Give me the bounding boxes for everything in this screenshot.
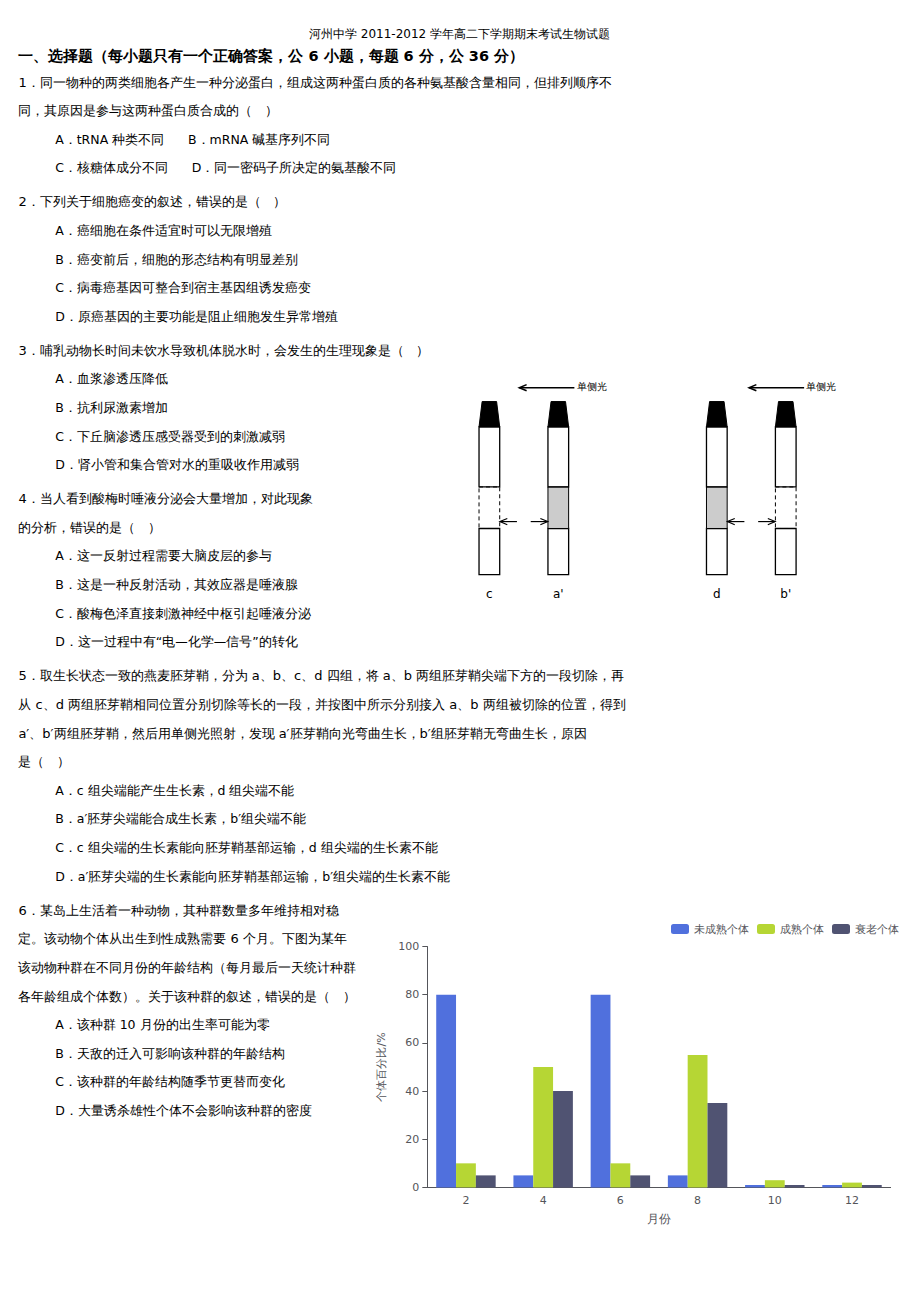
svg-text:个体百分比/%: 个体百分比/% (375, 1032, 388, 1101)
svg-text:A．该种群 10 月份的出生率可能为零: A．该种群 10 月份的出生率可能为零 (55, 1017, 269, 1032)
svg-text:A．这一反射过程需要大脑皮层的参与: A．这一反射过程需要大脑皮层的参与 (55, 548, 272, 563)
svg-text:A．c 组尖端能产生生长素，d 组尖端不能: A．c 组尖端能产生生长素，d 组尖端不能 (55, 783, 294, 798)
svg-text:单侧光: 单侧光 (577, 381, 607, 392)
svg-text:河州中学 2011-2012 学年高二下学期期末考试生物试题: 河州中学 2011-2012 学年高二下学期期末考试生物试题 (309, 27, 610, 41)
svg-text:D．这一过程中有“电—化学—信号”的转化: D．这一过程中有“电—化学—信号”的转化 (55, 634, 298, 649)
svg-text:100: 100 (398, 940, 419, 953)
svg-text:C．c 组尖端的生长素能向胚芽鞘基部运输，d 组尖端的生长素: C．c 组尖端的生长素能向胚芽鞘基部运输，d 组尖端的生长素不能 (55, 840, 437, 855)
svg-text:月份: 月份 (647, 1212, 671, 1226)
svg-text:各年龄组成个体数）。关于该种群的叙述，错误的是（ ）: 各年龄组成个体数）。关于该种群的叙述，错误的是（ ） (18, 989, 355, 1004)
svg-text:12: 12 (845, 1194, 859, 1207)
svg-text:C．酸梅色泽直接刺激神经中枢引起唾液分泌: C．酸梅色泽直接刺激神经中枢引起唾液分泌 (55, 606, 311, 621)
svg-text:b': b' (780, 587, 791, 601)
svg-text:D．肾小管和集合管对水的重吸收作用减弱: D．肾小管和集合管对水的重吸收作用减弱 (55, 457, 299, 472)
svg-text:B．a′胚芽尖端能合成生长素，b′组尖端不能: B．a′胚芽尖端能合成生长素，b′组尖端不能 (55, 811, 306, 826)
svg-text:A．血浆渗透压降低: A．血浆渗透压降低 (55, 371, 168, 386)
svg-text:的分析，错误的是（ ）: 的分析，错误的是（ ） (18, 520, 160, 535)
svg-text:C．核糖体成分不同 D．同一密码子所决定的氨基酸不: C．核糖体成分不同 D．同一密码子所决定的氨基酸不同 (55, 160, 396, 175)
svg-text:定。该动物个体从出生到性成熟需要 6 个月。下图为某年: 定。该动物个体从出生到性成熟需要 6 个月。下图为某年 (18, 931, 347, 946)
svg-text:C．该种群的年龄结构随季节更替而变化: C．该种群的年龄结构随季节更替而变化 (55, 1074, 285, 1089)
svg-text:一、选择题（每小题只有一个正确答案，公 6 小题，每题 6: 一、选择题（每小题只有一个正确答案，公 6 小题，每题 6 分，公 36 分） (18, 47, 524, 64)
svg-text:B．这是一种反射活动，其效应器是唾液腺: B．这是一种反射活动，其效应器是唾液腺 (55, 577, 298, 592)
svg-text:D．原癌基因的主要功能是阻止细胞发生异常增殖: D．原癌基因的主要功能是阻止细胞发生异常增殖 (55, 309, 338, 324)
svg-text:是（ ）: 是（ ） (18, 754, 69, 769)
svg-text:D．a′胚芽尖端的生长素能向胚芽鞘基部运输，b′组尖端的生长: D．a′胚芽尖端的生长素能向胚芽鞘基部运输，b′组尖端的生长素不能 (55, 869, 450, 884)
svg-text:0: 0 (412, 1181, 419, 1194)
svg-text:10: 10 (768, 1194, 782, 1207)
svg-text:a': a' (553, 587, 564, 601)
svg-text:A．癌细胞在条件适宜时可以无限增殖: A．癌细胞在条件适宜时可以无限增殖 (55, 223, 272, 238)
svg-text:B．抗利尿激素增加: B．抗利尿激素增加 (55, 400, 168, 415)
svg-text:1．同一物种的两类细胞各产生一种分泌蛋白，组成这两种蛋白质的: 1．同一物种的两类细胞各产生一种分泌蛋白，组成这两种蛋白质的各种氨基酸含量相同，… (18, 75, 611, 90)
svg-text:C．病毒癌基因可整合到宿主基因组诱发癌变: C．病毒癌基因可整合到宿主基因组诱发癌变 (55, 280, 311, 295)
svg-text:c: c (486, 587, 493, 601)
svg-text:5．取生长状态一致的燕麦胚芽鞘，分为 a、b、c、d 四组，: 5．取生长状态一致的燕麦胚芽鞘，分为 a、b、c、d 四组，将 a、b 两组胚芽… (18, 668, 624, 683)
svg-text:4．当人看到酸梅时唾液分泌会大量增加，对此现象: 4．当人看到酸梅时唾液分泌会大量增加，对此现象 (18, 491, 312, 506)
svg-text:60: 60 (405, 1036, 419, 1049)
svg-text:B．天敌的迁入可影响该种群的年龄结构: B．天敌的迁入可影响该种群的年龄结构 (55, 1046, 285, 1061)
svg-text:同，其原因是参与这两种蛋白质合成的（ ）: 同，其原因是参与这两种蛋白质合成的（ ） (18, 103, 277, 118)
svg-text:3．哺乳动物长时间未饮水导致机体脱水时，会发生的生理现象是（: 3．哺乳动物长时间未饮水导致机体脱水时，会发生的生理现象是（ ） (18, 343, 429, 358)
svg-text:4: 4 (540, 1194, 547, 1207)
svg-text:a′、b′两组胚芽鞘，然后用单侧光照射，发现 a′胚芽鞘向光: a′、b′两组胚芽鞘，然后用单侧光照射，发现 a′胚芽鞘向光弯曲生长，b′组胚芽… (18, 726, 586, 741)
svg-text:A．tRNA 种类不同 B．mRNA 碱基序列不同: A．tRNA 种类不同 B．mRNA 碱基序列不同 (55, 132, 330, 147)
svg-text:从 c、d 两组胚芽鞘相同位置分别切除等长的一段，并按图中所: 从 c、d 两组胚芽鞘相同位置分别切除等长的一段，并按图中所示分别接入 a、b … (18, 697, 625, 712)
svg-text:6．某岛上生活着一种动物，其种群数量多年维持相对稳: 6．某岛上生活着一种动物，其种群数量多年维持相对稳 (18, 903, 338, 918)
svg-text:衰老个体: 衰老个体 (855, 923, 899, 936)
svg-text:8: 8 (694, 1194, 701, 1207)
svg-text:C．下丘脑渗透压感受器受到的刺激减弱: C．下丘脑渗透压感受器受到的刺激减弱 (55, 429, 285, 444)
svg-text:D．大量诱杀雄性个体不会影响该种群的密度: D．大量诱杀雄性个体不会影响该种群的密度 (55, 1103, 312, 1118)
svg-text:80: 80 (405, 988, 419, 1001)
svg-text:单侧光: 单侧光 (806, 381, 836, 392)
svg-text:B．癌变前后，细胞的形态结构有明显差别: B．癌变前后，细胞的形态结构有明显差别 (55, 252, 298, 267)
svg-text:成熟个体: 成熟个体 (780, 923, 824, 936)
svg-text:6: 6 (617, 1194, 624, 1207)
svg-text:未成熟个体: 未成熟个体 (694, 923, 749, 936)
svg-text:2: 2 (462, 1194, 469, 1207)
svg-text:该动物种群在不同月份的年龄结构（每月最后一天统计种群: 该动物种群在不同月份的年龄结构（每月最后一天统计种群 (18, 960, 356, 975)
svg-text:2．下列关于细胞癌变的叙述，错误的是（ ）: 2．下列关于细胞癌变的叙述，错误的是（ ） (18, 194, 286, 209)
svg-text:20: 20 (405, 1133, 419, 1146)
svg-text:d: d (713, 587, 721, 601)
svg-text:40: 40 (405, 1085, 419, 1098)
